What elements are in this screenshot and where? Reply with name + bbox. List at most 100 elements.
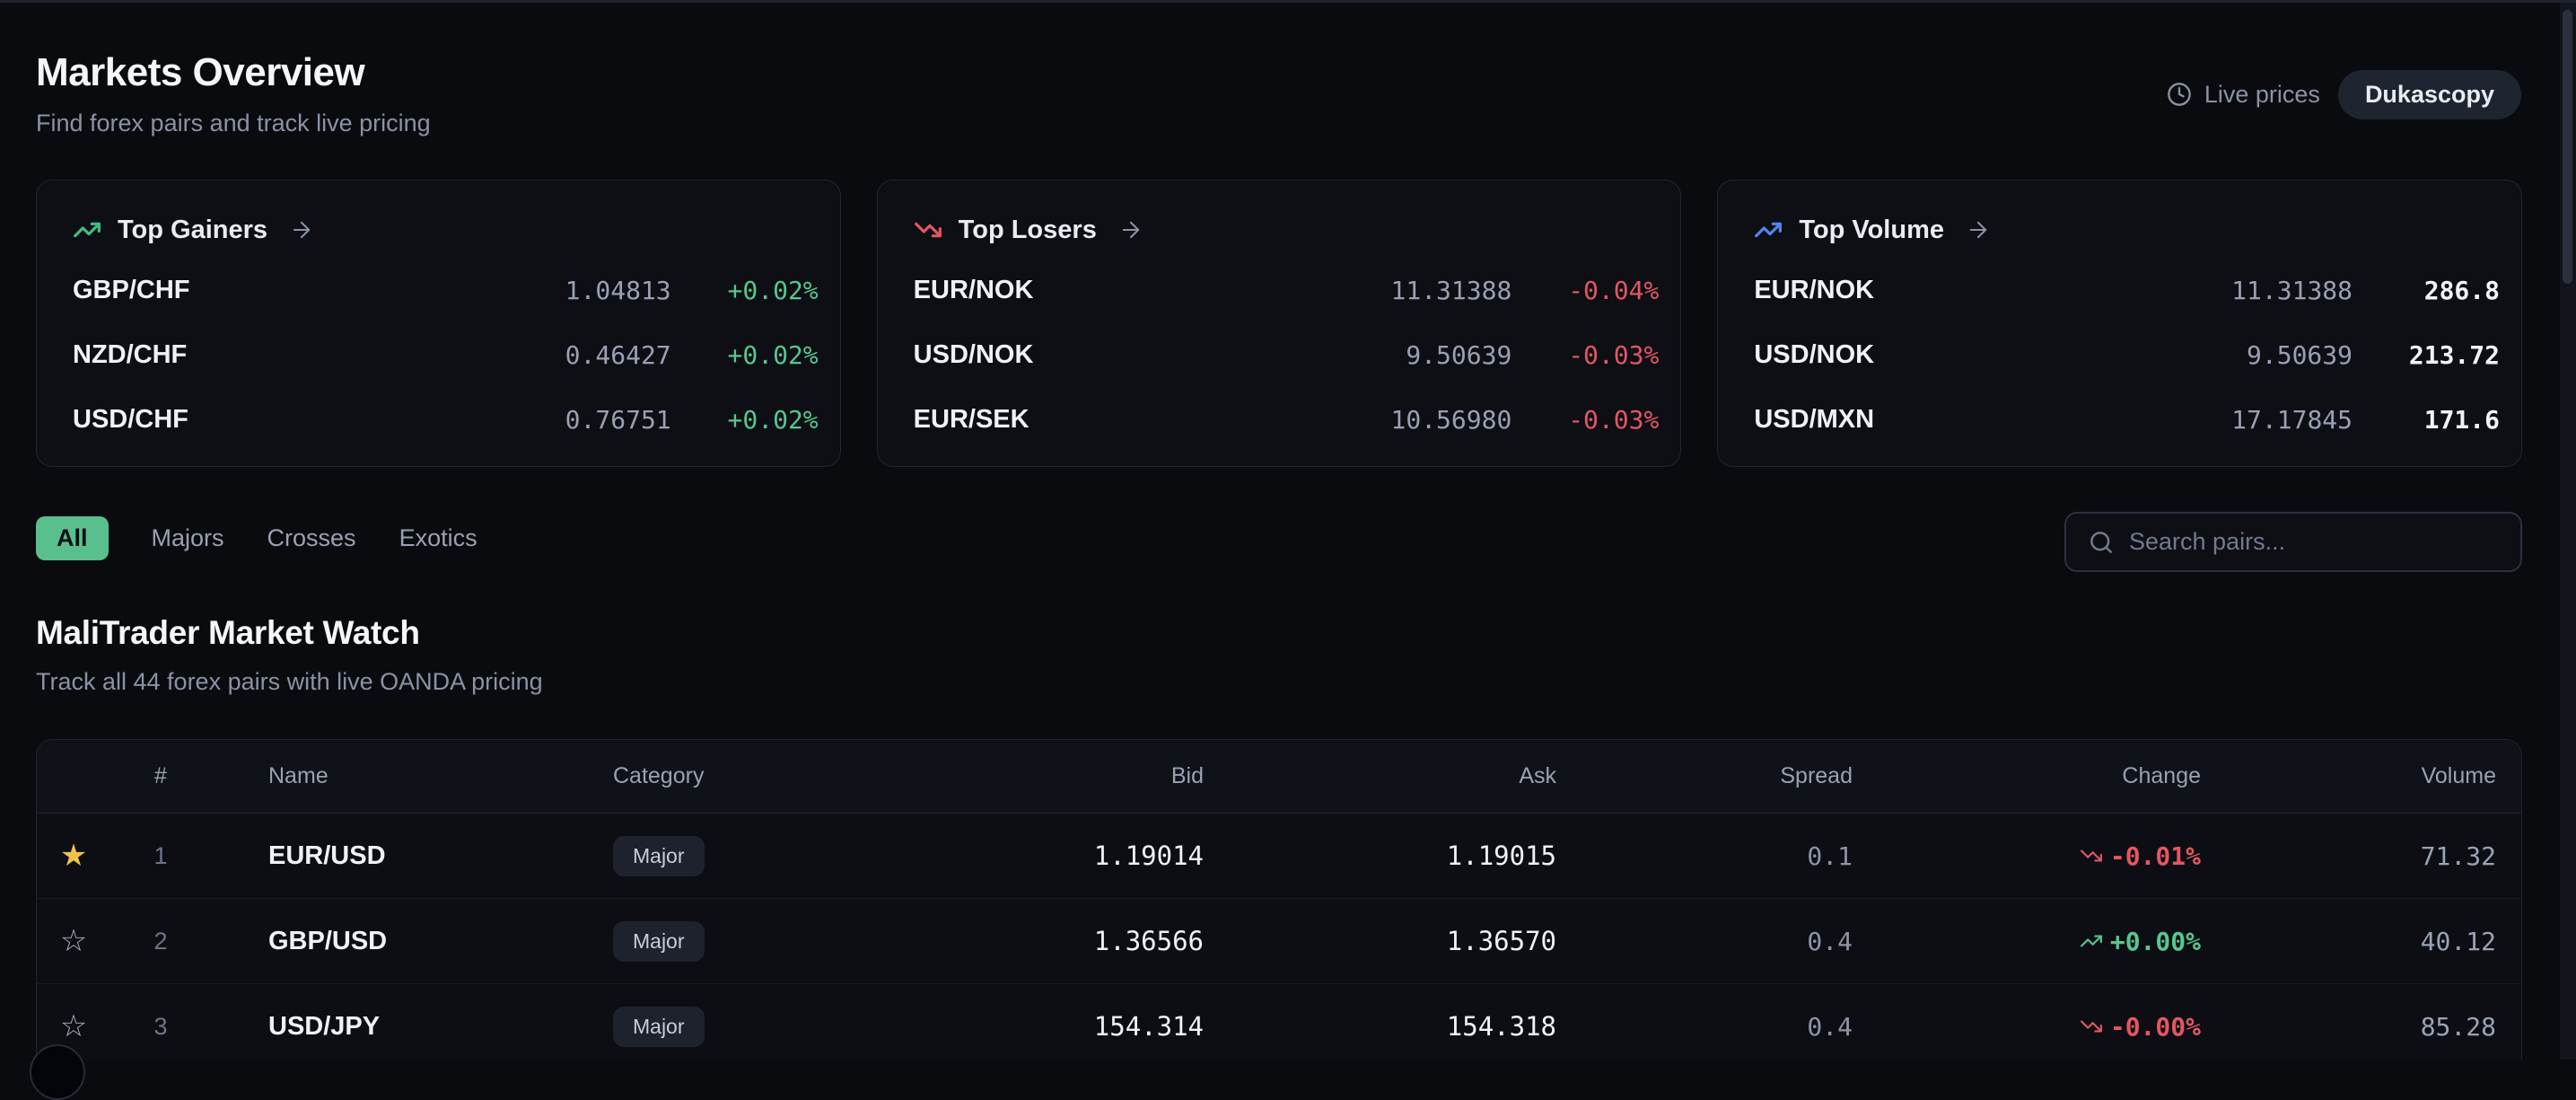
search-icon [2088,529,2115,556]
scrollbar-thumb[interactable] [2563,10,2572,284]
row-ask: 154.318 [1446,1011,1556,1042]
pair-volume: 213.72 [2408,339,2501,370]
favorite-star-icon[interactable] [37,840,110,871]
card-title: Top Gainers [118,215,268,244]
column-volume: Volume [2421,763,2496,788]
card-title: Top Losers [958,215,1097,244]
row-pair-name: GBP/USD [268,926,388,955]
page-subtitle: Find forex pairs and track live pricing [36,110,431,136]
trending-down-icon [2080,1015,2103,1038]
scrollbar-track[interactable] [2560,3,2576,1060]
pair-volume: 286.8 [2423,275,2501,305]
top-gainers-card: Top Gainers GBP/CHF 1.04813 +0.02% NZD/C… [36,180,841,467]
pair-change: +0.02% [727,275,819,305]
pair-change: -0.03% [1568,404,1660,435]
pair-price: 11.31388 [1390,275,1512,305]
row-volume: 85.28 [2420,1011,2496,1042]
pair-label: EUR/SEK [913,404,1030,434]
card-pair-row[interactable]: EUR/NOK 11.31388 -0.04% [914,258,1660,322]
arrow-right-icon [1118,217,1143,242]
column-category: Category [613,763,705,788]
pair-price: 0.46427 [565,339,671,370]
trending-down-icon [2080,844,2103,867]
arrow-right-icon [1966,217,1991,242]
trending-up-icon [73,216,101,244]
card-pair-row[interactable]: USD/MXN 17.17845 171.6 [1754,387,2500,452]
card-pair-row[interactable]: EUR/NOK 11.31388 286.8 [1754,258,2500,322]
pair-label: USD/CHF [73,404,188,434]
row-change: -0.00% [2109,1011,2201,1042]
row-pair-name: USD/JPY [268,1011,381,1041]
category-badge: Major [613,920,705,962]
tab-exotics[interactable]: Exotics [399,524,478,551]
pair-change: -0.03% [1568,339,1660,370]
pair-price: 9.50639 [1406,339,1512,370]
row-volume: 40.12 [2420,926,2496,956]
floating-action-button[interactable] [30,1044,85,1100]
row-pair-name: EUR/USD [268,840,386,870]
column-rank: # [154,763,167,788]
pair-price: 0.76751 [565,404,671,435]
table-row[interactable]: 1 EUR/USD Major 1.19014 1.19015 0.1 -0.0… [37,814,2521,899]
card-title: Top Volume [1799,215,1944,244]
pair-price: 17.17845 [2231,404,2353,435]
pair-change: +0.02% [727,339,819,370]
top-gainers-header[interactable]: Top Gainers [73,211,819,249]
table-row[interactable]: 2 GBP/USD Major 1.36566 1.36570 0.4 +0.0… [37,899,2521,984]
trending-down-icon [914,216,942,244]
row-ask: 1.19015 [1446,840,1556,871]
card-pair-row[interactable]: USD/NOK 9.50639 -0.03% [914,322,1660,387]
pair-label: GBP/CHF [73,275,190,304]
table-header-row: # Name Category Bid Ask Spread Change Vo… [37,740,2521,814]
row-volume: 71.32 [2420,840,2496,871]
favorite-star-icon[interactable] [37,1011,110,1042]
pair-label: USD/MXN [1754,404,1875,434]
row-spread: 0.4 [1807,1011,1853,1042]
column-ask: Ask [1519,763,1556,788]
row-ask: 1.36570 [1446,926,1556,956]
favorite-star-icon[interactable] [37,926,110,956]
tab-majors[interactable]: Majors [151,524,224,551]
pair-label: NZD/CHF [73,339,188,369]
market-watch-title: MaliTrader Market Watch [36,614,420,651]
tab-all[interactable]: All [36,516,109,560]
top-volume-header[interactable]: Top Volume [1754,211,2500,249]
row-rank: 2 [153,927,168,955]
pair-label: EUR/NOK [913,275,1034,304]
row-rank: 3 [153,1012,168,1040]
pair-label: EUR/NOK [1754,275,1875,304]
search-placeholder: Search pairs... [2129,528,2286,555]
page-title: Markets Overview [36,50,365,94]
live-prices-label: Live prices [2204,80,2320,108]
category-badge: Major [613,835,705,876]
pair-price: 9.50639 [2247,339,2353,370]
pair-price: 10.56980 [1390,404,1512,435]
trending-up-icon [1754,216,1783,244]
pair-change: -0.04% [1568,275,1660,305]
card-pair-row[interactable]: USD/CHF 0.76751 +0.02% [73,387,819,452]
top-losers-header[interactable]: Top Losers [914,211,1660,249]
pair-label: USD/NOK [1754,339,1875,369]
column-spread: Spread [1780,763,1853,788]
row-spread: 0.4 [1807,926,1853,956]
top-losers-card: Top Losers EUR/NOK 11.31388 -0.04% USD/N… [876,180,1682,467]
column-name: Name [268,763,329,788]
row-change: +0.00% [2109,926,2201,956]
category-badge: Major [613,1006,705,1047]
card-pair-row[interactable]: GBP/CHF 1.04813 +0.02% [73,258,819,322]
provider-badge[interactable]: Dukascopy [2337,69,2521,119]
card-pair-row[interactable]: NZD/CHF 0.46427 +0.02% [73,322,819,387]
pair-label: USD/NOK [913,339,1034,369]
table-row[interactable]: 3 USD/JPY Major 154.314 154.318 0.4 -0.0… [37,984,2521,1060]
tab-crosses[interactable]: Crosses [267,524,356,551]
row-bid: 154.314 [1093,1011,1204,1042]
column-change: Change [2122,763,2201,788]
market-watch-table: # Name Category Bid Ask Spread Change Vo… [36,739,2522,1060]
card-pair-row[interactable]: EUR/SEK 10.56980 -0.03% [914,387,1660,452]
card-pair-row[interactable]: USD/NOK 9.50639 213.72 [1754,322,2500,387]
pair-volume: 171.6 [2423,404,2501,435]
top-volume-card: Top Volume EUR/NOK 11.31388 286.8 USD/NO… [1717,180,2523,467]
trending-up-icon [2080,929,2103,953]
pair-price: 1.04813 [565,275,671,305]
search-input[interactable]: Search pairs... [2064,512,2522,572]
